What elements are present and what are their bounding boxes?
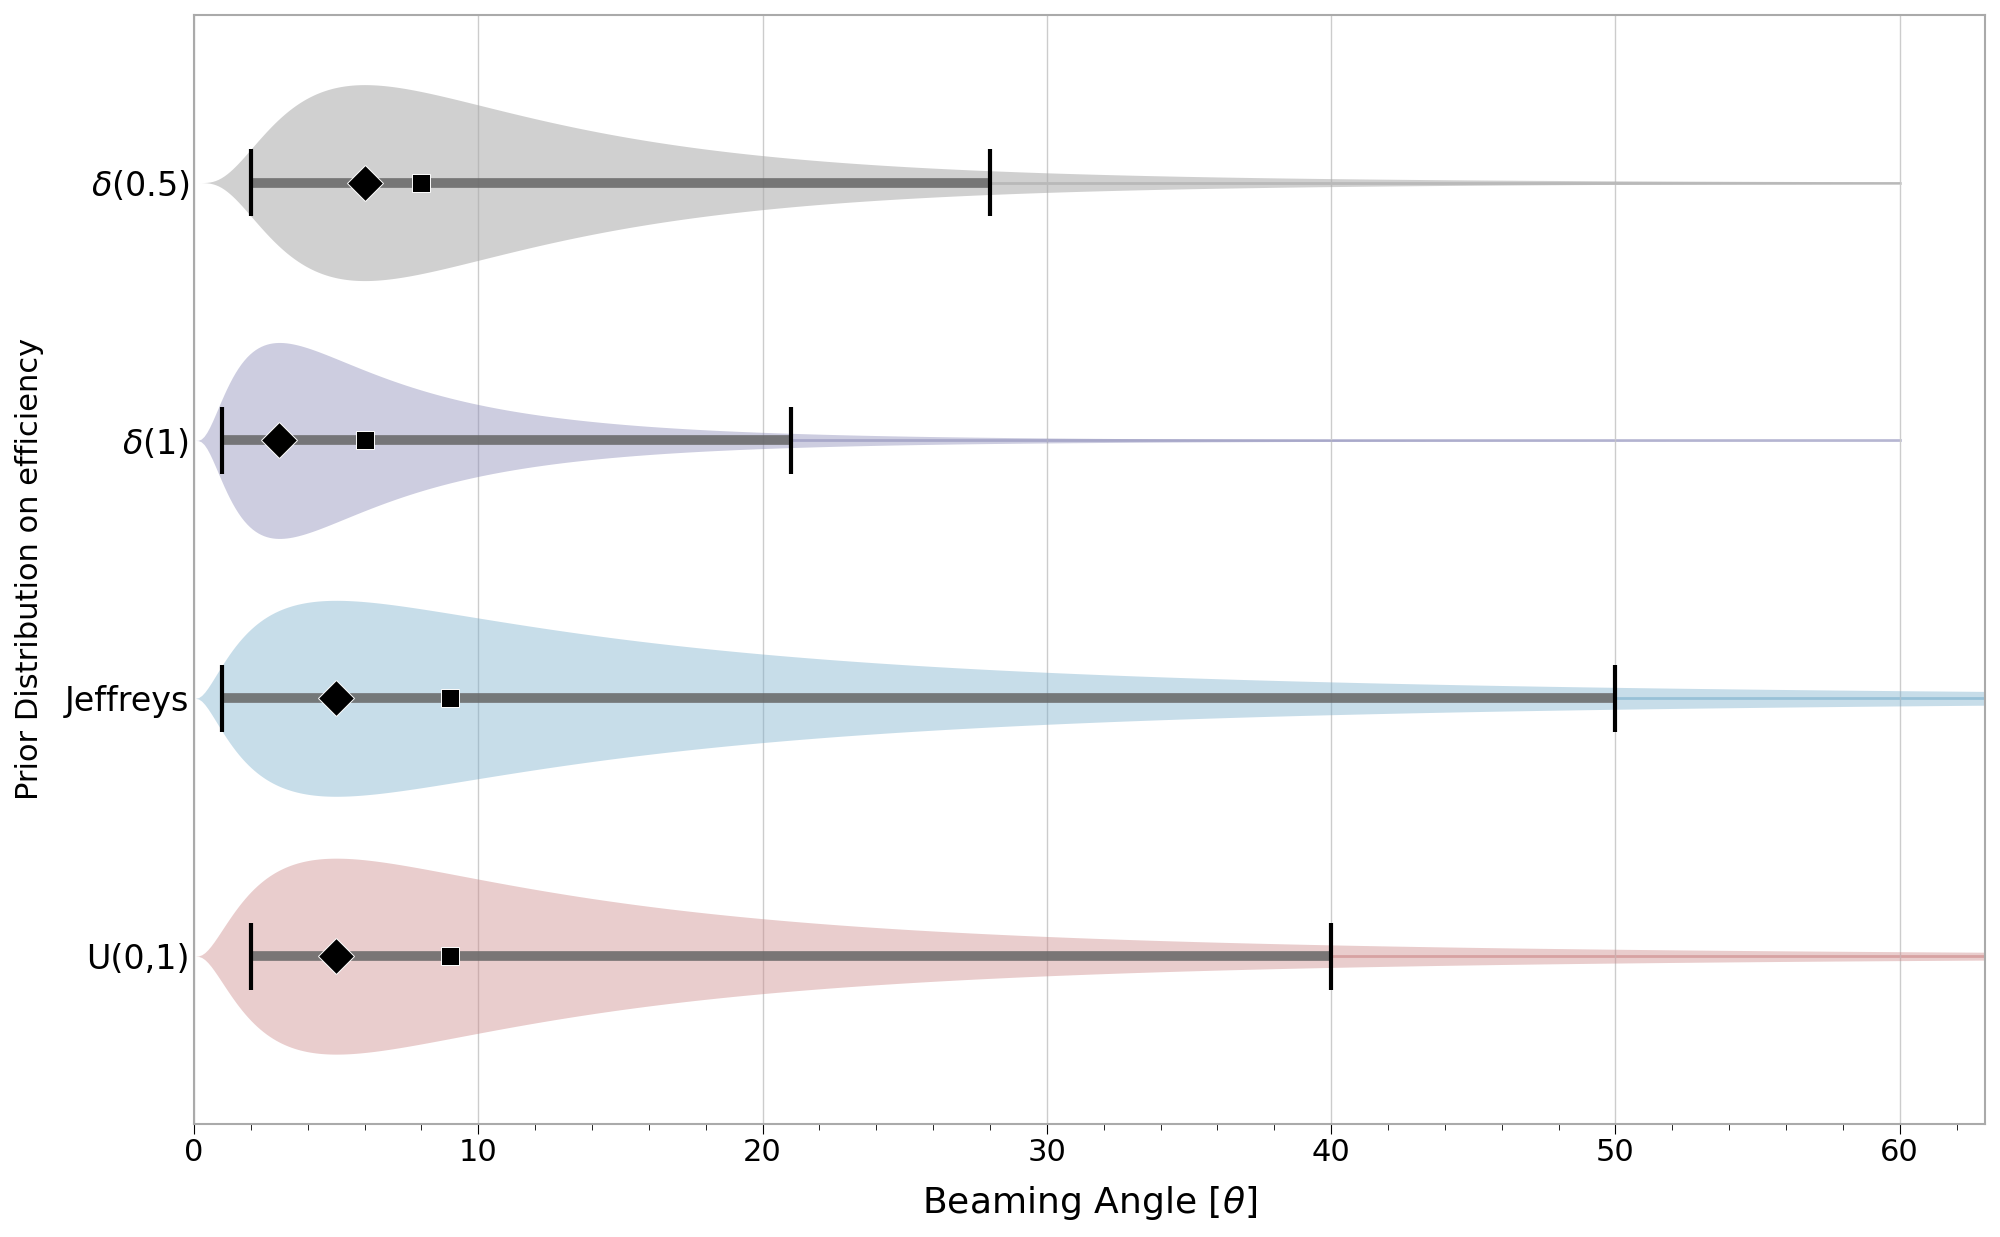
X-axis label: Beaming Angle $[\theta]$: Beaming Angle $[\theta]$ — [922, 1184, 1258, 1222]
Y-axis label: Prior Distribution on efficiency: Prior Distribution on efficiency — [16, 338, 44, 800]
